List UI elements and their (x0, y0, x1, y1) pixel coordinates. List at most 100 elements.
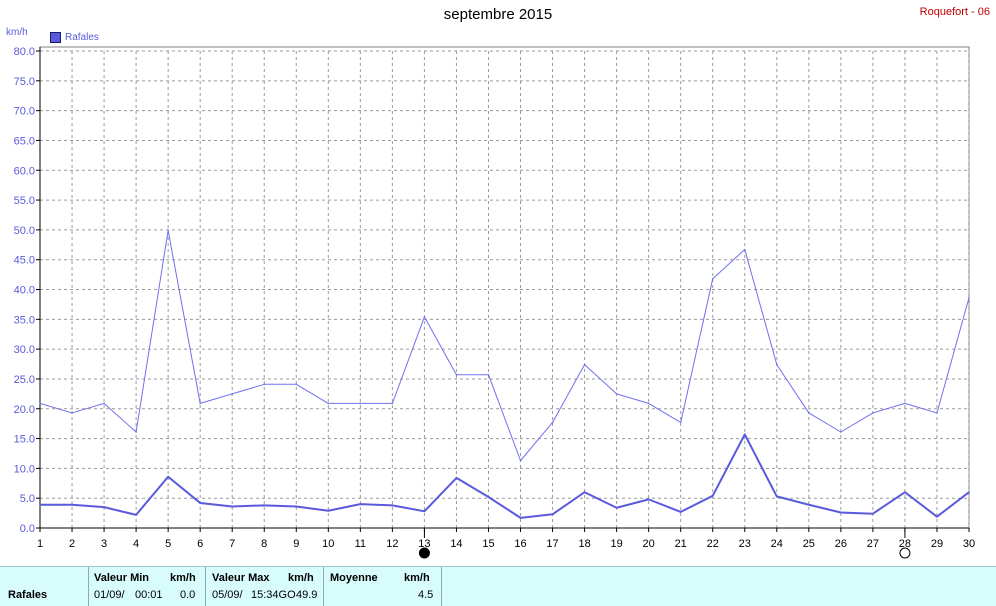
data-point (904, 402, 906, 405)
y-tick-label: 25.0 (14, 374, 35, 386)
max-header: Valeur Max (212, 572, 270, 584)
data-point (968, 491, 970, 494)
min-unit: km/h (170, 572, 196, 584)
data-point (231, 505, 234, 508)
data-point (872, 512, 874, 515)
series-line (39, 229, 970, 462)
y-axis-unit: km/h (6, 27, 28, 38)
data-point (263, 504, 266, 507)
x-tick-label: 9 (293, 538, 299, 550)
data-point (455, 477, 458, 479)
y-tick-label: 20.0 (14, 404, 35, 416)
data-point (359, 402, 362, 405)
y-tick-label: 60.0 (14, 165, 35, 177)
stats-divider (323, 567, 324, 606)
data-point (840, 431, 842, 433)
data-point (711, 495, 714, 497)
x-tick-label: 14 (450, 538, 462, 550)
new-moon-icon (418, 547, 430, 559)
x-tick-label: 22 (707, 538, 719, 550)
data-point (615, 393, 618, 395)
y-tick-label: 10.0 (14, 463, 35, 475)
data-point (391, 504, 394, 507)
y-tick-label: 35.0 (14, 314, 35, 326)
y-tick-label: 45.0 (14, 255, 35, 267)
data-point (519, 459, 522, 462)
x-tick-label: 23 (739, 538, 751, 550)
data-point (872, 412, 874, 414)
full-moon-icon (899, 547, 911, 559)
chart-title: septembre 2015 (443, 6, 553, 23)
stats-divider (88, 567, 89, 606)
x-tick-label: 11 (355, 538, 366, 550)
data-point (679, 511, 682, 513)
data-point (359, 503, 362, 505)
data-point (968, 297, 970, 299)
x-tick-label: 4 (133, 538, 139, 550)
stats-row-label: Rafales (8, 589, 48, 601)
y-tick-label: 40.0 (14, 285, 35, 297)
data-point (71, 503, 73, 506)
x-tick-label: 18 (578, 538, 590, 550)
data-point (199, 502, 201, 504)
stats-divider (205, 567, 206, 606)
data-point (583, 363, 586, 366)
data-point (167, 475, 169, 478)
data-point (39, 402, 41, 405)
x-tick-label: 3 (101, 538, 107, 550)
x-tick-label: 5 (165, 538, 171, 550)
y-tick-label: 70.0 (14, 106, 35, 118)
y-tick-label: 30.0 (14, 344, 35, 356)
data-point (647, 402, 650, 405)
min-value: 0.0 (180, 589, 196, 601)
data-point (487, 496, 490, 498)
x-tick-label: 27 (867, 538, 879, 550)
plot-frame (39, 46, 970, 529)
min-time: 00:01 (135, 589, 163, 601)
x-tick-label: 17 (546, 538, 558, 550)
data-point (327, 509, 330, 512)
data-point (39, 503, 41, 506)
x-tick-label: 1 (37, 538, 43, 550)
max-time: 15:34GO (251, 589, 296, 601)
data-point (936, 515, 938, 518)
max-value: 49.9 (296, 589, 318, 601)
data-point (551, 421, 554, 424)
x-tick-label: 16 (514, 538, 526, 550)
x-tick-label: 30 (963, 538, 975, 550)
x-tick-label: 24 (771, 538, 783, 550)
y-tick-label: 15.0 (14, 434, 35, 446)
x-tick-label: 2 (69, 538, 75, 550)
stats-bar: Rafales Valeur Min km/h 01/09/ 00:01 0.0… (0, 566, 996, 606)
data-point (167, 229, 169, 232)
max-date: 05/09/ (212, 589, 243, 601)
data-point (904, 491, 906, 494)
min-header: Valeur Min (94, 572, 150, 584)
data-point (103, 402, 105, 405)
data-point (103, 506, 105, 508)
x-tick-label: 26 (835, 538, 847, 550)
y-tick-label: 80.0 (14, 46, 35, 58)
y-tick-label: 55.0 (14, 195, 35, 207)
x-tick-label: 28 (899, 538, 911, 550)
x-tick-label: 8 (261, 538, 267, 550)
data-point (135, 514, 137, 516)
data-point (423, 510, 426, 513)
data-point (679, 421, 682, 424)
x-tick-label: 21 (675, 538, 687, 550)
data-point (743, 248, 746, 251)
data-point (936, 412, 938, 414)
data-point (487, 373, 490, 376)
x-tick-label: 12 (386, 538, 398, 550)
station-name: Roquefort - 06 (919, 6, 990, 18)
x-tick-label: 10 (322, 538, 334, 550)
data-point (647, 498, 650, 501)
data-point (840, 511, 842, 514)
data-point (327, 402, 330, 405)
y-tick-label: 5.0 (20, 493, 35, 505)
data-point (775, 495, 778, 498)
y-tick-label: 0.0 (20, 523, 35, 535)
x-tick-label: 15 (482, 538, 494, 550)
avg-value: 4.5 (418, 589, 434, 601)
y-tick-label: 65.0 (14, 135, 35, 147)
